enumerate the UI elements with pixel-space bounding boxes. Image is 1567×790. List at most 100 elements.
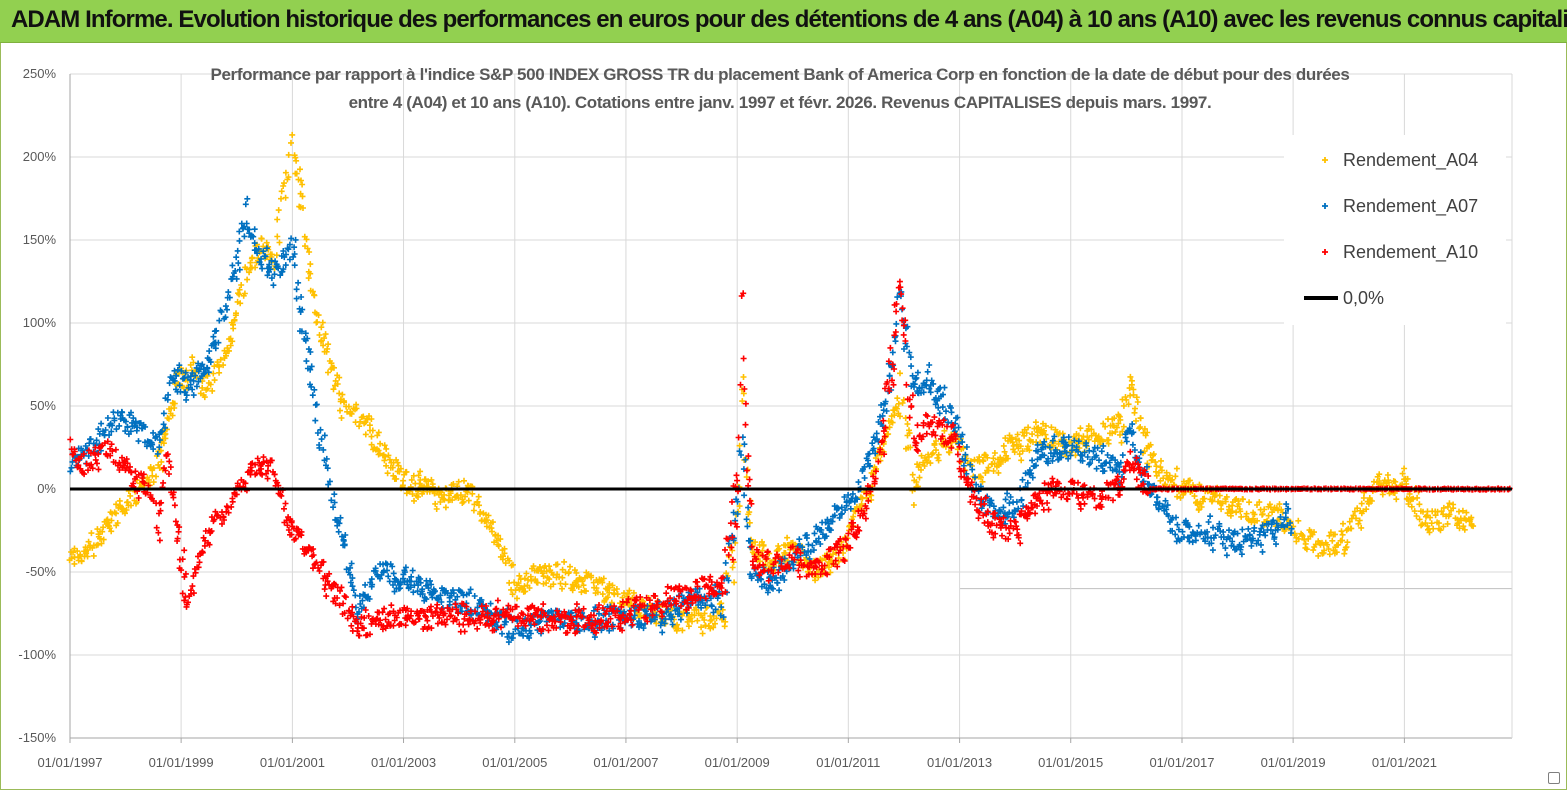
data-point bbox=[306, 249, 313, 255]
data-point bbox=[1198, 504, 1205, 510]
data-point bbox=[630, 589, 637, 596]
data-point bbox=[1209, 547, 1216, 554]
data-point bbox=[288, 139, 294, 146]
data-point bbox=[910, 502, 917, 508]
legend-label: Rendement_A04 bbox=[1343, 150, 1478, 171]
data-point bbox=[897, 370, 903, 377]
data-point bbox=[95, 466, 102, 473]
data-point bbox=[106, 525, 113, 532]
data-point bbox=[1166, 472, 1173, 479]
data-point bbox=[740, 374, 747, 380]
data-point bbox=[1344, 539, 1351, 546]
data-point bbox=[899, 400, 906, 406]
y-tick-label: -150% bbox=[18, 730, 56, 745]
data-point bbox=[74, 548, 81, 555]
data-point bbox=[190, 359, 197, 366]
data-point bbox=[784, 534, 791, 541]
data-point bbox=[906, 414, 913, 421]
x-tick-label: 01/01/1997 bbox=[37, 755, 102, 770]
data-point bbox=[1129, 441, 1136, 448]
data-point bbox=[201, 394, 208, 401]
data-point bbox=[1088, 426, 1095, 433]
data-point bbox=[332, 377, 339, 384]
data-point bbox=[449, 497, 456, 504]
y-axis-ticks: 250% 200% 150% 100% 50% 0% -50% -100% -150% bbox=[18, 66, 56, 745]
data-point bbox=[274, 216, 281, 223]
data-point bbox=[381, 442, 388, 449]
data-point bbox=[108, 528, 115, 535]
data-point bbox=[204, 372, 211, 379]
data-point bbox=[108, 517, 115, 524]
data-point bbox=[1123, 396, 1130, 403]
data-point bbox=[827, 569, 834, 576]
data-point bbox=[722, 618, 729, 625]
data-point bbox=[850, 513, 857, 520]
data-point bbox=[811, 530, 818, 537]
data-point bbox=[1358, 500, 1365, 507]
data-point bbox=[231, 317, 238, 324]
data-point bbox=[559, 574, 566, 581]
data-point bbox=[209, 387, 216, 394]
data-point bbox=[1041, 427, 1047, 434]
data-point bbox=[1112, 428, 1119, 435]
data-point bbox=[368, 433, 375, 440]
data-point bbox=[929, 450, 936, 457]
data-point bbox=[1032, 510, 1039, 517]
data-point bbox=[428, 603, 434, 610]
data-point bbox=[336, 374, 343, 381]
data-point bbox=[1120, 423, 1127, 430]
data-point bbox=[461, 628, 468, 635]
data-point bbox=[691, 612, 698, 619]
y-tick-label: 50% bbox=[30, 398, 56, 413]
data-point bbox=[120, 505, 127, 512]
data-point bbox=[281, 180, 287, 187]
data-point bbox=[1080, 433, 1087, 440]
data-point bbox=[220, 362, 227, 369]
data-point bbox=[247, 259, 254, 266]
data-point bbox=[614, 591, 621, 598]
data-point bbox=[1205, 519, 1212, 525]
data-point bbox=[746, 519, 753, 526]
data-point bbox=[303, 358, 310, 365]
data-point bbox=[679, 627, 686, 634]
data-point bbox=[281, 505, 287, 512]
data-point bbox=[210, 333, 217, 340]
data-point bbox=[293, 286, 300, 293]
data-point bbox=[222, 303, 229, 310]
data-point bbox=[337, 407, 343, 414]
data-point bbox=[70, 549, 76, 556]
data-point bbox=[323, 593, 330, 600]
data-point bbox=[712, 620, 718, 627]
data-point bbox=[276, 239, 283, 246]
legend-item: Rendement_A04 bbox=[1322, 150, 1478, 171]
data-point bbox=[224, 306, 230, 313]
data-point bbox=[924, 459, 931, 465]
data-point bbox=[539, 570, 546, 577]
data-point bbox=[207, 381, 214, 388]
data-point bbox=[1137, 415, 1144, 422]
data-point bbox=[1416, 501, 1423, 508]
data-point bbox=[385, 573, 392, 580]
data-point bbox=[300, 205, 306, 211]
data-point bbox=[489, 528, 495, 535]
data-point bbox=[995, 469, 1002, 476]
data-point bbox=[734, 477, 741, 484]
data-point bbox=[1227, 508, 1234, 515]
data-point bbox=[1016, 437, 1023, 444]
data-point bbox=[282, 500, 289, 507]
data-point bbox=[437, 499, 444, 505]
data-point bbox=[348, 622, 355, 629]
resize-handle[interactable] bbox=[1548, 772, 1560, 784]
data-point bbox=[1012, 436, 1019, 443]
data-point bbox=[693, 606, 700, 613]
data-point bbox=[225, 289, 232, 296]
data-point bbox=[156, 537, 163, 544]
data-point bbox=[241, 290, 248, 297]
data-point bbox=[67, 468, 74, 475]
data-point bbox=[1275, 507, 1281, 514]
data-point bbox=[368, 416, 375, 422]
data-point bbox=[347, 410, 354, 417]
data-point bbox=[899, 305, 906, 312]
data-point bbox=[926, 362, 933, 368]
data-point bbox=[543, 580, 550, 587]
